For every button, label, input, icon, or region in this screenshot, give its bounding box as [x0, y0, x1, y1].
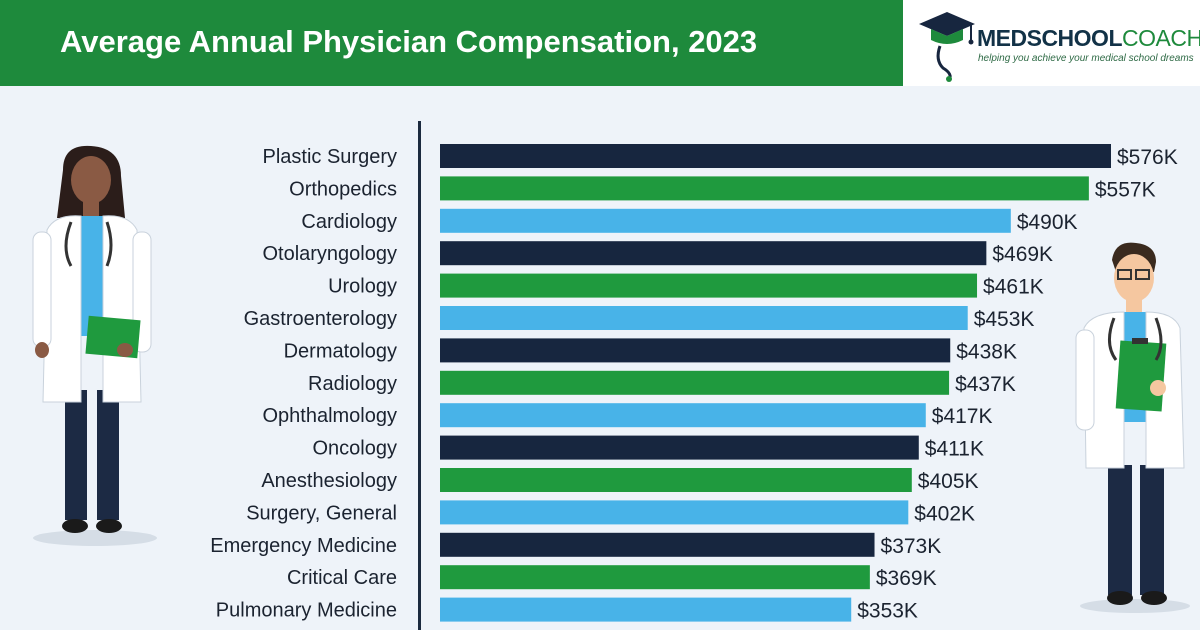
- bar: [440, 597, 852, 622]
- category-label: Urology: [328, 276, 397, 298]
- male-doctor-illustration: [1075, 242, 1190, 613]
- value-label: $417K: [932, 405, 993, 428]
- graduation-cap-icon: [919, 12, 975, 82]
- category-label: Plastic Surgery: [263, 146, 398, 168]
- logo-name-bold: MEDSCHOOL: [977, 25, 1123, 51]
- value-label: $453K: [974, 308, 1035, 331]
- chart-title: Average Annual Physician Compensation, 2…: [60, 24, 758, 59]
- bar: [440, 403, 926, 428]
- logo-wordmark: MEDSCHOOLCOACH: [977, 25, 1200, 52]
- bar: [440, 144, 1111, 168]
- category-label: Emergency Medicine: [210, 535, 397, 557]
- bar: [440, 565, 870, 590]
- value-label: $490K: [1017, 211, 1078, 234]
- bar: [440, 306, 968, 330]
- female-doctor-illustration: [32, 145, 157, 546]
- category-label: Pulmonary Medicine: [216, 600, 397, 622]
- value-label: $438K: [956, 340, 1017, 363]
- value-label: $461K: [983, 276, 1044, 299]
- category-label: Oncology: [313, 438, 398, 460]
- y-axis-line: [418, 121, 421, 630]
- bar: [440, 370, 950, 395]
- value-label: $437K: [955, 373, 1016, 396]
- category-label: Surgery, General: [246, 502, 397, 524]
- value-label: $557K: [1095, 178, 1156, 201]
- value-label: $411K: [925, 438, 984, 461]
- bar: [440, 435, 919, 460]
- value-label: $373K: [881, 535, 942, 558]
- value-label: $369K: [876, 567, 937, 590]
- logo-name-regular: COACH: [1122, 25, 1200, 51]
- category-label: Dermatology: [284, 340, 397, 362]
- value-label: $576K: [1117, 146, 1178, 169]
- category-label: Ophthalmology: [262, 405, 397, 427]
- bar: [440, 468, 912, 492]
- value-label: $402K: [914, 502, 975, 525]
- bar: [440, 338, 951, 363]
- bar: [440, 500, 909, 525]
- value-label: $469K: [992, 243, 1053, 266]
- value-label: $353K: [857, 600, 918, 623]
- logo-tagline: helping you achieve your medical school …: [978, 53, 1194, 64]
- category-label: Gastroenterology: [244, 308, 397, 330]
- category-label: Anesthesiology: [261, 470, 397, 492]
- bar: [440, 176, 1089, 201]
- bar: [440, 273, 978, 298]
- value-label: $405K: [918, 470, 979, 493]
- logo: MEDSCHOOLCOACH helping you achieve your …: [903, 0, 1200, 86]
- category-label: Otolaryngology: [262, 243, 397, 265]
- category-label: Orthopedics: [289, 178, 397, 200]
- bar: [440, 208, 1011, 233]
- bar: [440, 532, 875, 557]
- category-label: Cardiology: [301, 211, 397, 233]
- category-label: Critical Care: [287, 567, 397, 589]
- category-label: Radiology: [308, 373, 397, 395]
- bar: [440, 241, 987, 266]
